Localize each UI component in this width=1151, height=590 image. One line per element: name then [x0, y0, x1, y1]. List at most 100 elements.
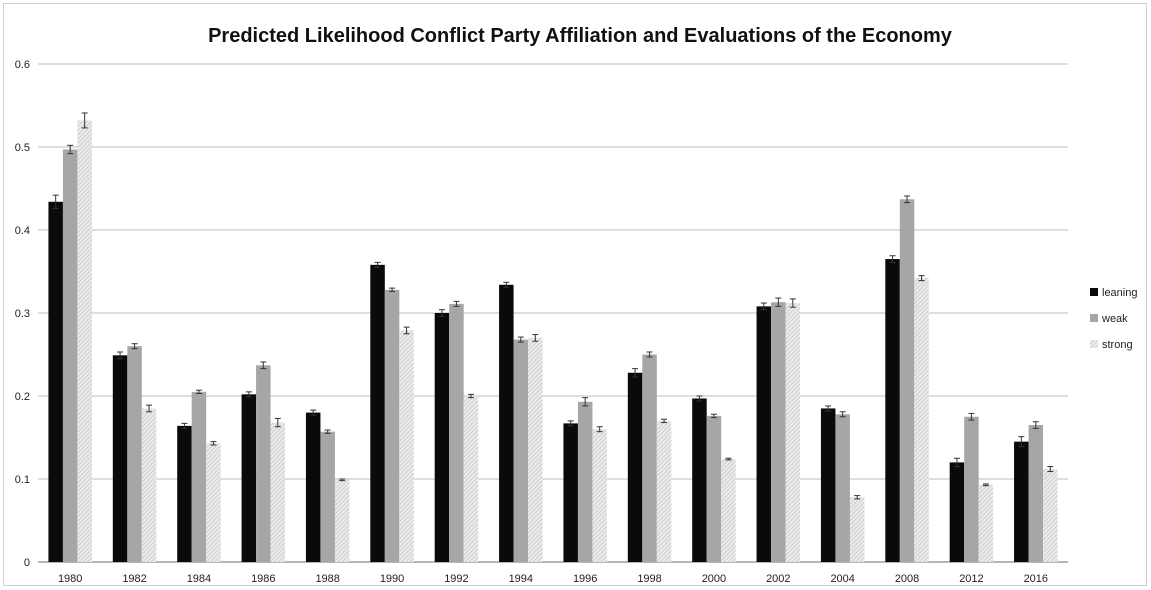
- bar-weak: [835, 414, 850, 562]
- y-tick-label: 0: [24, 557, 30, 569]
- bar-strong: [141, 408, 157, 562]
- error-bar-weak: [904, 195, 911, 204]
- error-bar-strong: [789, 298, 796, 308]
- error-bar-leaning: [567, 420, 574, 427]
- chart-frame: [3, 3, 1147, 586]
- error-bar-weak: [517, 336, 524, 343]
- y-axis-ticks: 0 0.1 0.2 0.3 0.4 0.5 0.6: [15, 59, 30, 569]
- error-bar-weak: [646, 351, 653, 358]
- bar-weak: [513, 339, 529, 562]
- error-bar-leaning: [310, 409, 317, 416]
- y-tick-label: 0.2: [15, 391, 30, 403]
- error-bar-leaning: [52, 194, 59, 209]
- bar-leaning: [305, 412, 321, 562]
- bar-leaning: [434, 313, 450, 562]
- error-bar-weak: [195, 389, 202, 395]
- legend-swatch-strong: [1090, 340, 1098, 348]
- x-tick-label: 2004: [830, 573, 854, 585]
- bar-weak: [1028, 425, 1044, 562]
- bar-leaning: [499, 284, 514, 562]
- bar-leaning: [241, 394, 257, 562]
- bar-strong: [721, 459, 736, 562]
- x-tick-label: 1986: [251, 573, 275, 585]
- bar-weak: [256, 365, 271, 562]
- error-bar-leaning: [889, 255, 896, 263]
- legend-swatch-weak: [1090, 314, 1098, 322]
- bar-weak: [191, 391, 207, 562]
- bar-strong: [399, 330, 414, 562]
- error-bar-strong: [596, 426, 603, 433]
- error-bar-strong: [918, 275, 925, 282]
- bar-weak: [449, 303, 464, 562]
- error-bar-strong: [81, 112, 88, 129]
- bar-strong: [849, 497, 865, 562]
- error-bar-leaning: [374, 261, 381, 268]
- x-tick-label: 2012: [959, 573, 983, 585]
- error-bar-weak: [67, 144, 74, 155]
- error-bar-weak: [775, 297, 782, 307]
- y-tick-label: 0.6: [15, 59, 30, 71]
- bar-weak: [771, 302, 786, 562]
- bar-leaning: [949, 462, 965, 562]
- bar-weak: [62, 149, 78, 563]
- bar-leaning: [692, 398, 707, 562]
- x-tick-label: 1996: [573, 573, 597, 585]
- bar-weak: [964, 416, 979, 562]
- x-tick-label: 2000: [702, 573, 726, 585]
- bar-strong: [77, 120, 92, 562]
- error-bar-weak: [389, 287, 396, 292]
- error-bars: [52, 112, 1054, 500]
- error-bar-strong: [467, 393, 474, 399]
- bar-strong: [592, 429, 607, 562]
- x-tick-label: 1984: [187, 573, 211, 585]
- y-tick-label: 0.5: [15, 142, 30, 154]
- error-bar-leaning: [953, 457, 960, 468]
- error-bar-weak: [260, 361, 267, 370]
- x-tick-label: 1980: [58, 573, 82, 585]
- error-bar-weak: [582, 397, 589, 407]
- bar-weak: [642, 354, 657, 562]
- error-bar-weak: [131, 343, 138, 350]
- bar-leaning: [627, 372, 643, 562]
- bar-strong: [270, 422, 286, 562]
- x-tick-label: 1982: [122, 573, 146, 585]
- bar-leaning: [1014, 441, 1029, 562]
- chart-title: Predicted Likelihood Conflict Party Affi…: [208, 25, 953, 47]
- error-bar-strong: [403, 326, 410, 335]
- error-bar-leaning: [696, 395, 703, 402]
- bar-strong: [914, 278, 929, 562]
- x-axis-ticks: 1980 1982 1984 1986 1988 1990 1992 1994 1996 1998…: [58, 573, 1048, 585]
- y-tick-label: 0.4: [15, 225, 30, 237]
- y-tick-label: 0.3: [15, 308, 30, 320]
- legend-label-strong: strong: [1102, 339, 1133, 351]
- x-tick-label: 1992: [444, 573, 468, 585]
- error-bar-leaning: [181, 422, 188, 429]
- bar-strong: [978, 484, 994, 562]
- legend: leaning weak strong: [1090, 287, 1137, 351]
- error-bar-strong: [339, 478, 346, 482]
- y-tick-label: 0.1: [15, 474, 30, 486]
- bar-leaning: [756, 306, 772, 562]
- bar-leaning: [177, 425, 192, 562]
- bar-leaning: [48, 201, 63, 562]
- bar-strong: [528, 337, 543, 562]
- x-tick-label: 1994: [509, 573, 533, 585]
- bars: [48, 120, 1058, 563]
- error-bar-strong: [982, 483, 989, 487]
- error-bar-weak: [1032, 421, 1039, 429]
- error-bar-leaning: [503, 281, 510, 288]
- error-bar-leaning: [760, 302, 767, 311]
- x-tick-label: 2008: [895, 573, 919, 585]
- bar-strong: [1043, 469, 1058, 562]
- bar-strong: [463, 396, 479, 562]
- bar-leaning: [563, 423, 578, 562]
- x-tick-label: 1988: [315, 573, 339, 585]
- bar-weak: [706, 415, 722, 562]
- error-bar-leaning: [825, 405, 832, 412]
- bar-strong: [785, 303, 801, 562]
- error-bar-leaning: [632, 368, 639, 378]
- legend-label-leaning: leaning: [1102, 287, 1137, 299]
- bar-weak: [127, 346, 142, 562]
- error-bar-weak: [710, 413, 717, 419]
